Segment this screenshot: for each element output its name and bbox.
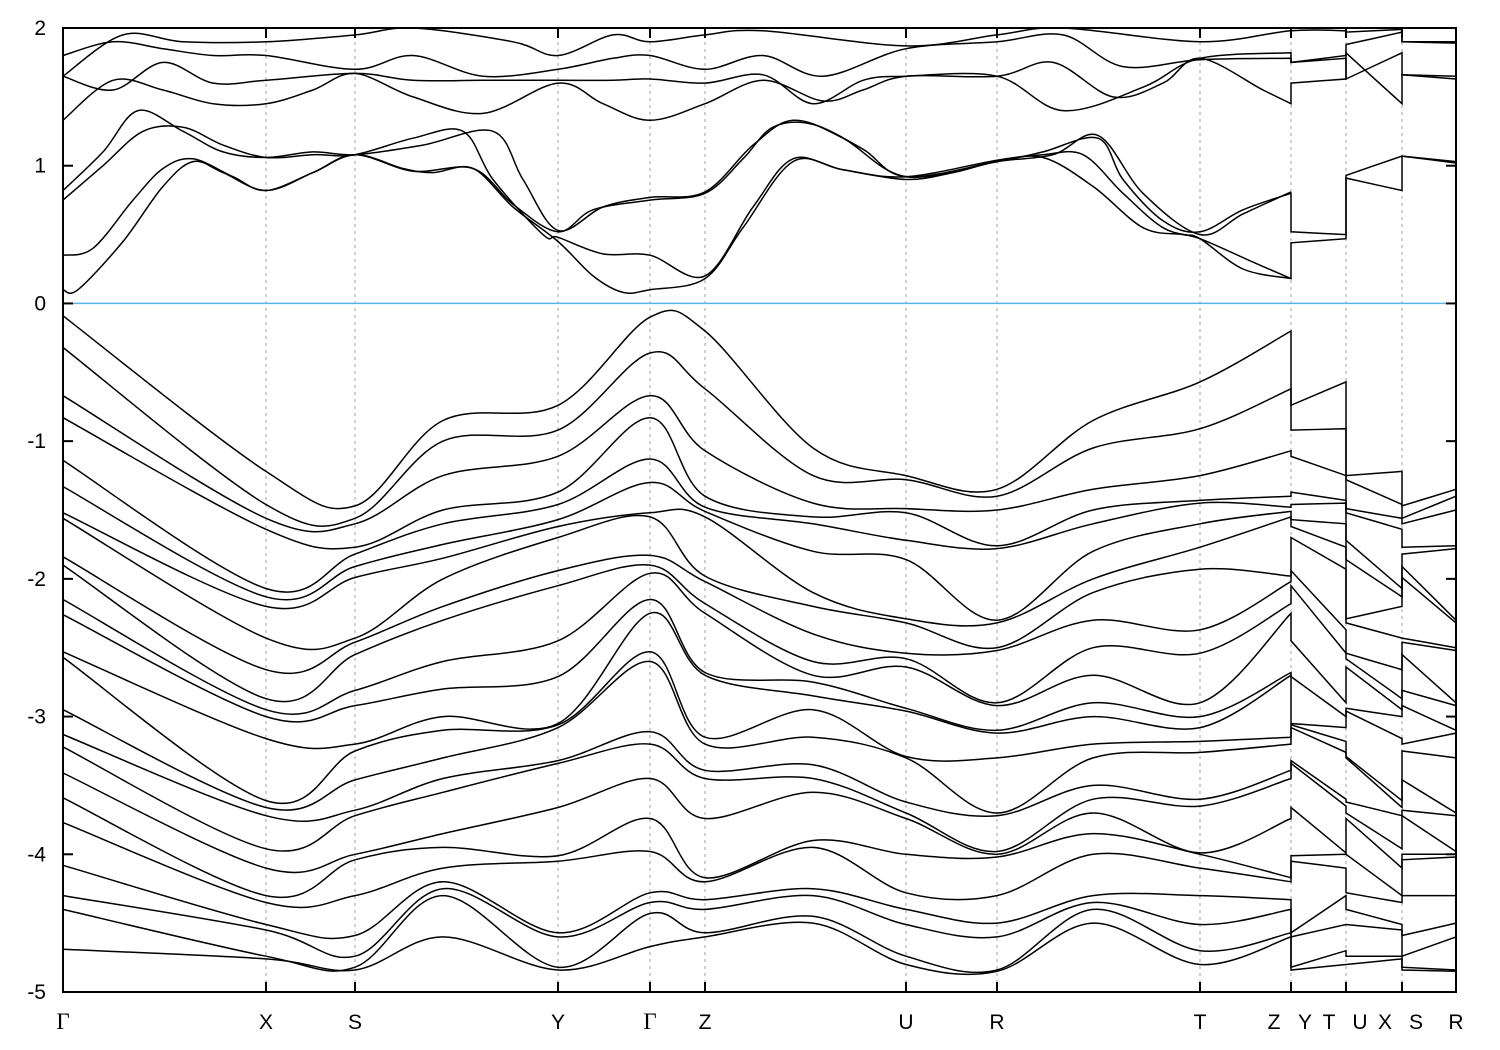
x-tick-label: U	[1352, 1011, 1367, 1034]
valence-band-line	[62, 660, 1457, 814]
conduction-band-line	[62, 109, 1292, 236]
valence-band-line	[62, 743, 1457, 853]
valence-band-line	[62, 554, 1457, 675]
conduction-band-line	[62, 27, 1456, 77]
valence-band-line	[62, 797, 1457, 899]
conduction-band-line	[62, 33, 1457, 81]
axis-ticks	[63, 27, 1456, 993]
y-tick-label: -2	[27, 568, 46, 591]
conduction-band-line	[62, 125, 1292, 280]
x-tick-label: Y	[551, 1011, 565, 1034]
x-tick-label: Z	[1268, 1011, 1281, 1034]
x-tick-label: R	[989, 1011, 1004, 1034]
x-tick-label: Γ	[643, 1009, 656, 1034]
y-tick-label: -1	[27, 430, 46, 453]
valence-band-line	[62, 514, 1457, 651]
valence-band-line	[62, 611, 1457, 750]
valence-band-line	[62, 651, 1457, 804]
conduction-band-line	[62, 31, 1457, 112]
x-tick-label: T	[1194, 1011, 1207, 1034]
x-tick-label: Z	[699, 1011, 712, 1034]
x-tick-label: Y	[1298, 1011, 1312, 1034]
y-tick-label: 0	[34, 292, 46, 315]
plot-frame	[62, 27, 1457, 993]
valence-band-line	[62, 572, 1457, 715]
y-tick-label: 1	[34, 155, 46, 178]
valence-band-line	[62, 416, 1457, 550]
x-tick-label: Γ	[56, 1009, 69, 1034]
valence-band-line	[62, 887, 1457, 959]
x-tick-label: U	[898, 1011, 913, 1034]
x-tick-label: R	[1448, 1011, 1463, 1034]
valence-band-line	[62, 730, 1457, 822]
conduction-band-line	[62, 51, 1457, 122]
y-tick-label: -5	[27, 981, 46, 1004]
x-tick-label: X	[259, 1011, 273, 1034]
valence-band-line	[62, 394, 1457, 533]
x-tick-label: T	[1323, 1011, 1336, 1034]
conduction-band-line	[62, 121, 1457, 256]
valence-band-line	[62, 864, 1457, 940]
valence-band-line	[62, 772, 1456, 874]
valence-band-line	[62, 481, 1457, 621]
plot-background	[63, 28, 1456, 992]
band-lines	[62, 27, 1457, 976]
x-tick-label: X	[1378, 1011, 1392, 1034]
valence-band-line	[62, 458, 1457, 593]
x-tick-label: S	[1409, 1011, 1423, 1034]
y-tick-label: -3	[27, 706, 46, 729]
valence-band-line	[62, 309, 1457, 510]
y-tick-labels: 2 1 0 -1 -2 -3 -4 -5	[27, 17, 46, 1004]
valence-band-line	[62, 563, 1457, 704]
valence-band-line	[62, 921, 1457, 976]
valence-band-line	[62, 346, 1457, 527]
conduction-band-line	[62, 153, 1457, 295]
y-tick-label: 2	[34, 17, 46, 40]
valence-band-line	[62, 508, 1457, 627]
y-tick-label: -4	[27, 843, 46, 866]
x-tick-label: S	[348, 1011, 362, 1034]
valence-band-line	[62, 821, 1456, 909]
